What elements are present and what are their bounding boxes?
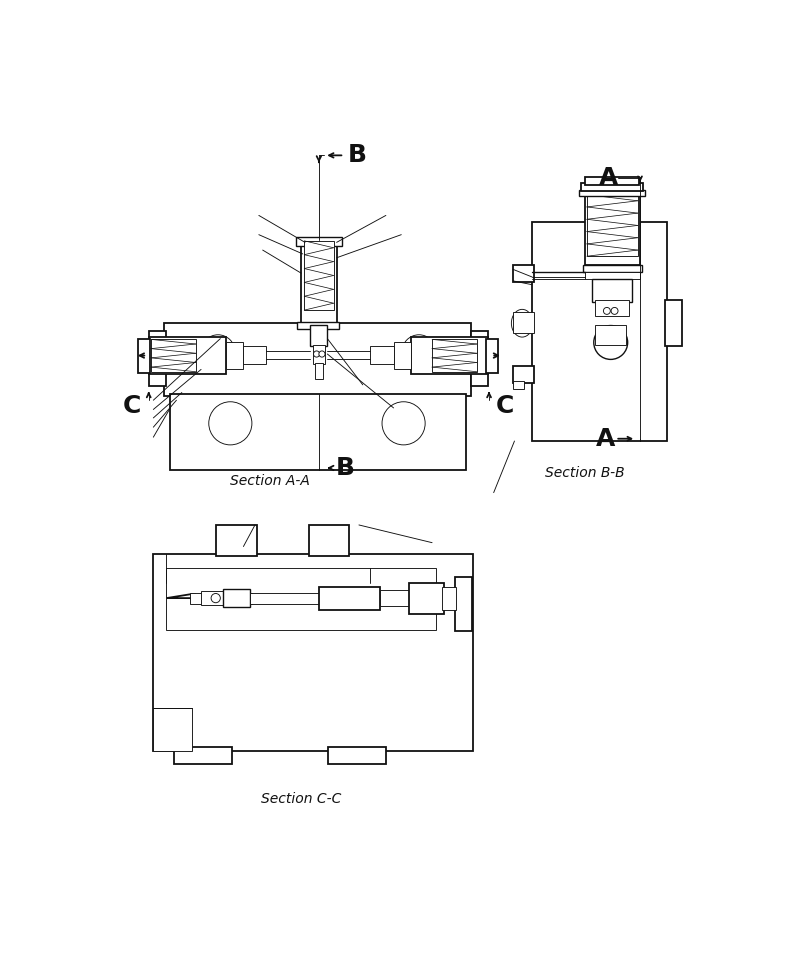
Circle shape [402,334,436,369]
Bar [579,190,645,196]
Bar [190,593,252,604]
Circle shape [209,402,252,445]
Bar [138,338,150,373]
Bar [584,192,640,265]
Bar [513,265,535,283]
Bar [409,582,444,613]
Bar [154,708,192,751]
Bar [585,177,639,185]
Bar [304,241,333,310]
Bar [665,300,683,346]
Bar [394,342,410,369]
Bar [442,586,456,609]
Text: Section A-A: Section A-A [230,474,310,488]
Bar [216,525,257,555]
Bar [328,747,386,764]
Bar [379,590,410,605]
Bar [371,346,394,364]
Bar [313,345,325,364]
Circle shape [611,308,618,314]
Bar [223,589,249,607]
Bar [432,339,477,372]
Text: Section C-C: Section C-C [261,792,341,806]
Bar [295,237,342,246]
Text: C: C [496,394,515,418]
Text: A: A [596,427,615,451]
Bar [309,525,349,555]
Bar [310,325,327,346]
Bar [587,195,638,257]
Bar [201,591,223,605]
Circle shape [382,402,425,445]
Bar [455,578,472,631]
Circle shape [211,594,220,603]
Circle shape [604,308,611,314]
Bar [319,586,380,609]
Bar [583,264,642,272]
Bar [242,346,266,364]
Bar [532,222,667,441]
Text: B: B [336,456,355,480]
Bar [166,568,436,629]
Bar [226,342,242,369]
Circle shape [201,334,235,369]
Bar [249,593,319,604]
Bar [151,339,196,372]
Circle shape [594,326,627,359]
Text: C: C [123,394,141,418]
Bar [486,338,498,373]
Bar [170,394,466,470]
Bar [149,337,226,374]
Circle shape [314,351,320,357]
Bar [592,279,632,302]
Circle shape [319,351,325,357]
Bar [513,381,524,388]
Bar [513,311,535,333]
Bar [581,184,643,191]
Bar [297,323,339,329]
Polygon shape [166,594,195,602]
Bar [513,365,535,382]
Text: A: A [599,166,619,190]
Bar [596,325,626,345]
Bar [149,331,166,386]
Bar [164,323,470,396]
Bar [596,300,629,315]
Text: B: B [348,143,367,167]
Bar [154,554,473,751]
Bar [470,331,488,386]
Bar [584,272,640,279]
Bar [301,238,337,325]
Bar [315,363,323,379]
Bar [174,747,232,764]
Text: Section B-B: Section B-B [545,466,624,480]
Bar [410,337,488,374]
